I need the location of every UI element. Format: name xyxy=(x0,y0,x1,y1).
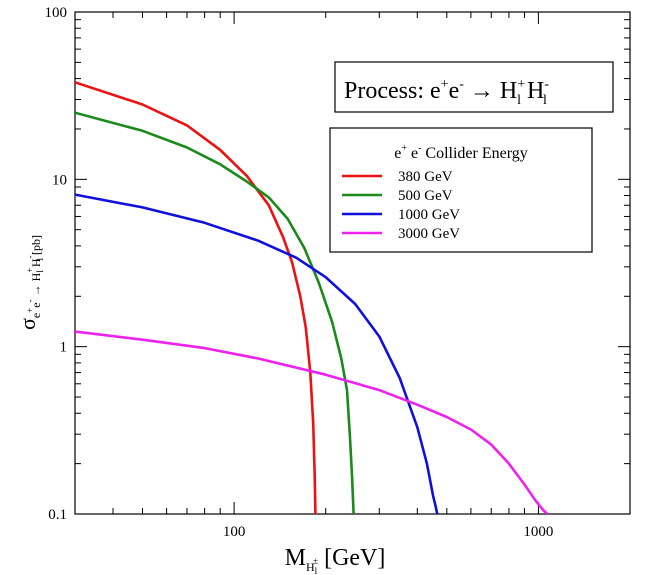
y-tick-label: 1 xyxy=(60,340,68,356)
legend-label: 500 GeV xyxy=(398,188,453,204)
series-line-500-gev xyxy=(75,111,355,514)
series-line-1000-gev xyxy=(75,193,439,514)
legend-label: 380 GeV xyxy=(398,169,453,185)
series-line-380-gev xyxy=(75,81,317,514)
x-axis-label: MHl± [GeV] xyxy=(285,545,386,575)
process-annotation-box xyxy=(334,61,614,113)
legend-label: 3000 GeV xyxy=(398,226,460,242)
y-tick-label: 10 xyxy=(52,172,67,188)
axis-ticks xyxy=(74,12,631,515)
legend-box xyxy=(329,127,593,253)
y-tick-labels: 0.1 1 10 100 xyxy=(45,5,68,523)
y-tick-label: 0.1 xyxy=(48,507,67,523)
series-lines xyxy=(75,81,549,514)
y-tick-label: 100 xyxy=(45,5,68,21)
x-tick-label: 1000 xyxy=(523,524,553,540)
y-axis-label: σe+e- → H+l H-l [pb] xyxy=(15,235,45,330)
series-line-3000-gev xyxy=(75,330,549,514)
x-tick-label: 100 xyxy=(223,524,246,540)
x-tick-labels: 100 1000 xyxy=(223,524,554,540)
legend-items: 380 GeV 500 GeV 1000 GeV 3000 GeV xyxy=(342,169,460,242)
process-annotation-text: Process: e+e- → H+ l H-l xyxy=(344,77,549,108)
legend-title: e+ e- Collider Energy xyxy=(394,143,528,162)
legend-label: 1000 GeV xyxy=(398,207,460,223)
